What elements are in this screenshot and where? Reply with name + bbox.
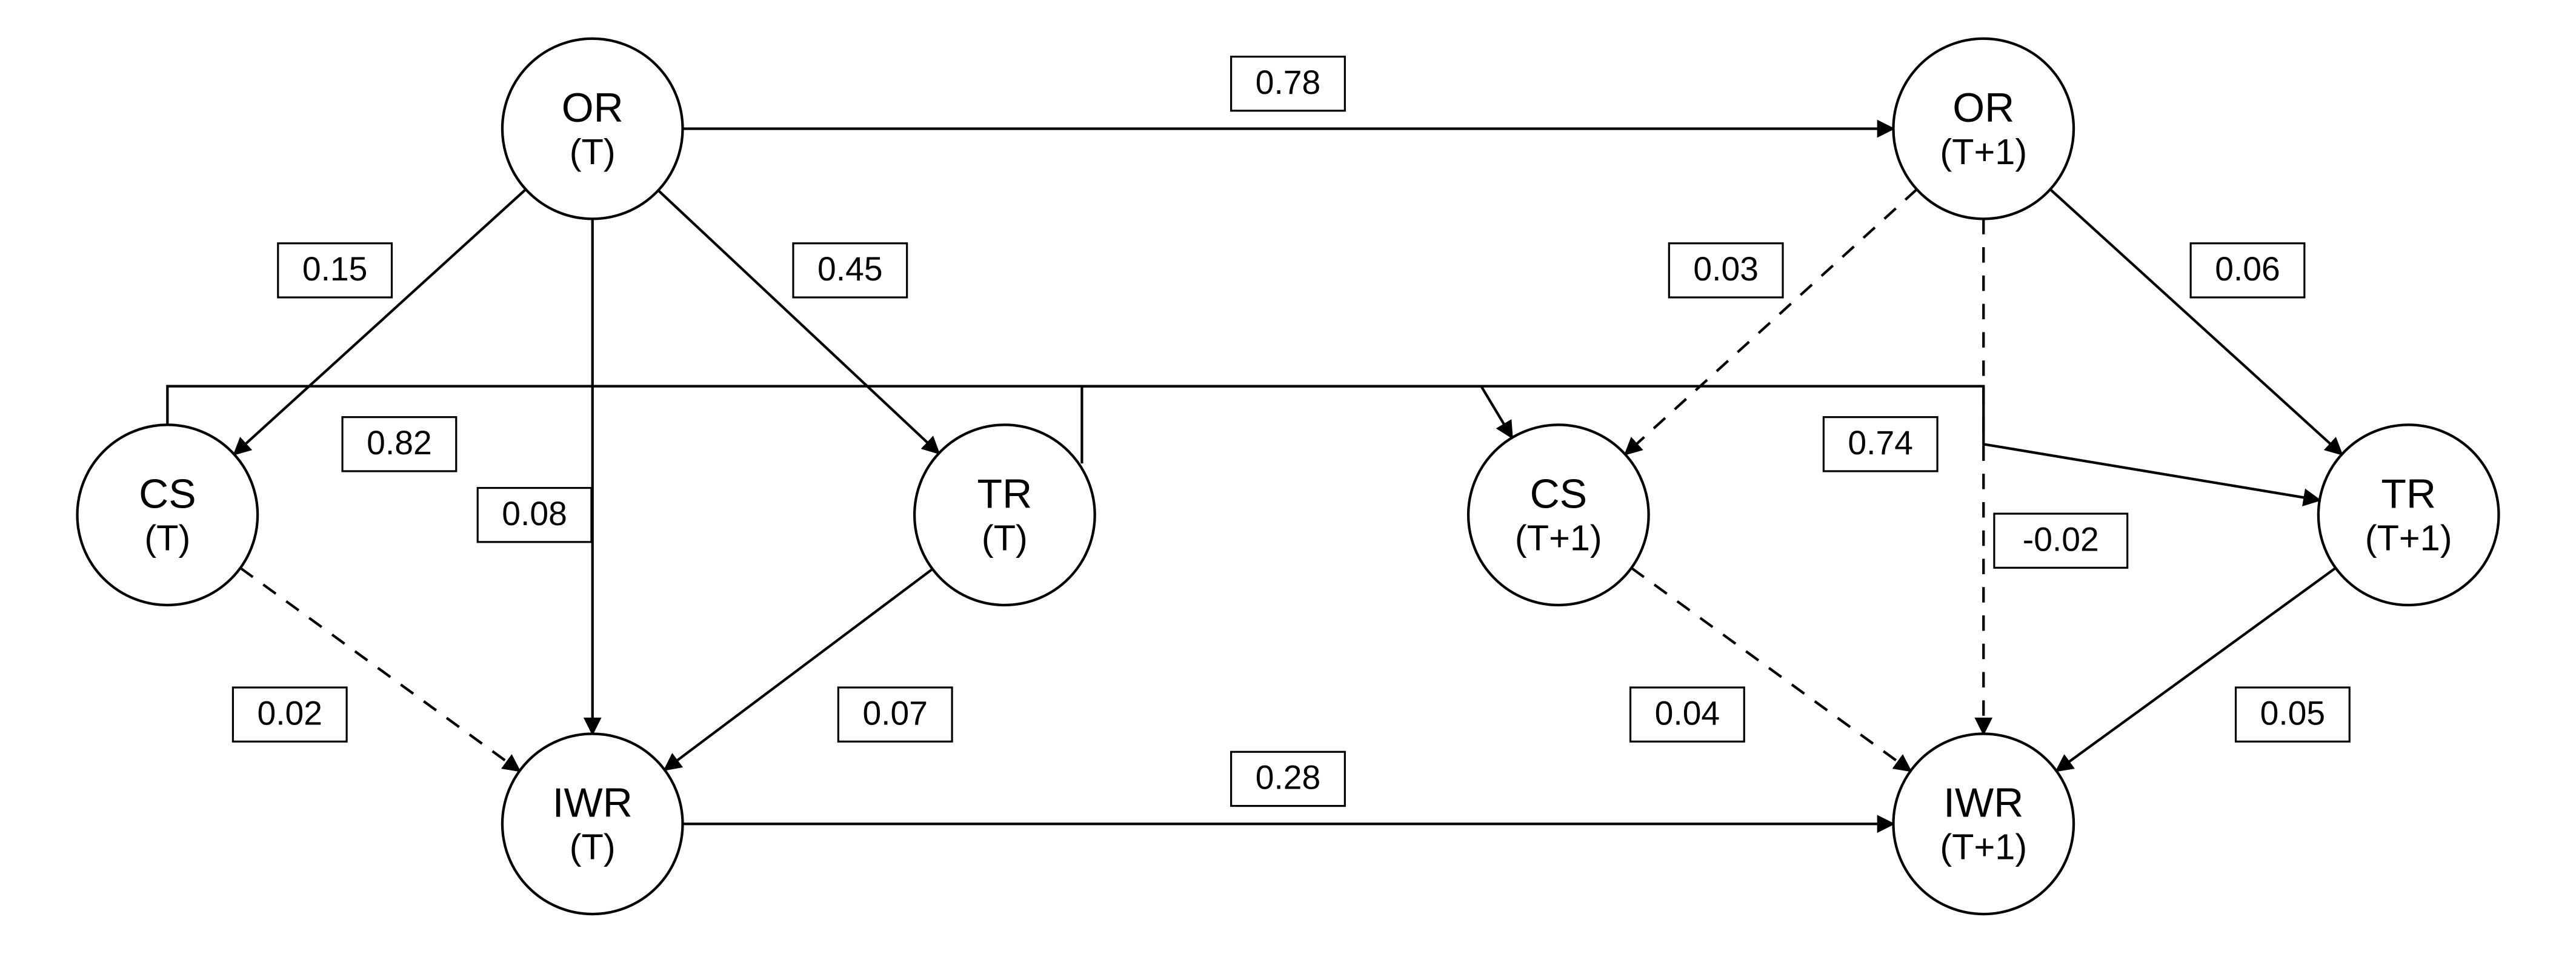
node-label-main: IWR — [553, 780, 633, 826]
path-diagram: 0.15 0.45 0.08 0.02 0.07 0.03 0.06 -0.02 0.04 0.0… — [0, 0, 2576, 953]
edge-label-OR_T1-CS_T1: 0.03 — [1669, 243, 1783, 297]
edge-label-OR_T-CS_T: 0.15 — [278, 243, 392, 297]
svg-text:0.04: 0.04 — [1655, 694, 1720, 732]
node-OR_T: OR(T) — [502, 39, 683, 219]
edge-label-TR_T-IWR_T: 0.07 — [838, 687, 952, 741]
node-label-sub: (T+1) — [1940, 827, 2027, 867]
edge-OR_T1-CS_T1 — [1625, 190, 1917, 454]
edge-label-OR_T1-IWR_T1: -0.02 — [1994, 514, 2128, 568]
svg-text:0.07: 0.07 — [862, 694, 928, 732]
svg-text:0.28: 0.28 — [1256, 759, 1321, 796]
edge-label-CS_T1-IWR_T1: 0.04 — [1631, 687, 1745, 741]
node-CS_T1: CS(T+1) — [1468, 425, 1649, 605]
svg-text:0.08: 0.08 — [502, 495, 567, 532]
svg-text:0.05: 0.05 — [2260, 694, 2326, 732]
edge-TR_T-TR_T1 — [1082, 386, 2319, 500]
edge-label-TR_T1-IWR_T1: 0.05 — [2236, 687, 2350, 741]
node-IWR_T: IWR(T) — [502, 734, 683, 915]
node-label-sub: (T+1) — [2365, 517, 2452, 558]
node-CS_T: CS(T) — [78, 425, 258, 605]
svg-text:0.45: 0.45 — [817, 250, 883, 288]
svg-text:0.82: 0.82 — [367, 424, 432, 462]
node-TR_T: TR(T) — [914, 425, 1095, 605]
edge-label-OR_T-OR_T1: 0.78 — [1231, 57, 1345, 111]
edge-label-OR_T-TR_T: 0.45 — [793, 243, 907, 297]
svg-text:0.74: 0.74 — [1848, 424, 1913, 462]
node-label-main: OR — [562, 85, 624, 131]
node-label-main: OR — [1952, 85, 2014, 131]
node-label-sub: (T) — [144, 517, 190, 558]
edge-label-IWR_T-IWR_T1: 0.28 — [1231, 752, 1345, 806]
edge-OR_T-TR_T — [658, 190, 939, 453]
node-label-sub: (T) — [570, 827, 616, 867]
edge-label-OR_T1-TR_T1: 0.06 — [2191, 243, 2305, 297]
svg-text:0.15: 0.15 — [302, 250, 368, 288]
node-IWR_T1: IWR(T+1) — [1893, 734, 2074, 915]
svg-text:0.02: 0.02 — [257, 694, 322, 732]
node-label-sub: (T+1) — [1515, 517, 1602, 558]
svg-text:0.78: 0.78 — [1256, 64, 1321, 101]
edge-OR_T1-TR_T1 — [2050, 190, 2341, 454]
edge-label-CS_T-IWR_T: 0.02 — [233, 687, 347, 741]
edge-label-TR_T-TR_T1: 0.74 — [1823, 417, 1937, 471]
svg-text:0.03: 0.03 — [1693, 250, 1759, 288]
node-label-main: CS — [1530, 471, 1587, 517]
node-label-main: TR — [977, 471, 1033, 517]
edge-label-CS_T-CS_T1: 0.82 — [342, 417, 456, 471]
node-OR_T1: OR(T+1) — [1893, 39, 2074, 219]
node-label-main: CS — [139, 471, 196, 517]
node-label-main: TR — [2381, 471, 2436, 517]
svg-text:0.06: 0.06 — [2215, 250, 2280, 288]
node-label-sub: (T) — [570, 131, 616, 172]
node-label-sub: (T) — [982, 517, 1028, 558]
node-label-sub: (T+1) — [1940, 131, 2027, 172]
svg-text:-0.02: -0.02 — [2023, 520, 2099, 558]
node-label-main: IWR — [1943, 780, 2023, 826]
node-TR_T1: TR(T+1) — [2318, 425, 2499, 605]
edge-OR_T-CS_T — [234, 190, 525, 454]
edge-label-OR_T-IWR_T: 0.08 — [478, 488, 591, 542]
